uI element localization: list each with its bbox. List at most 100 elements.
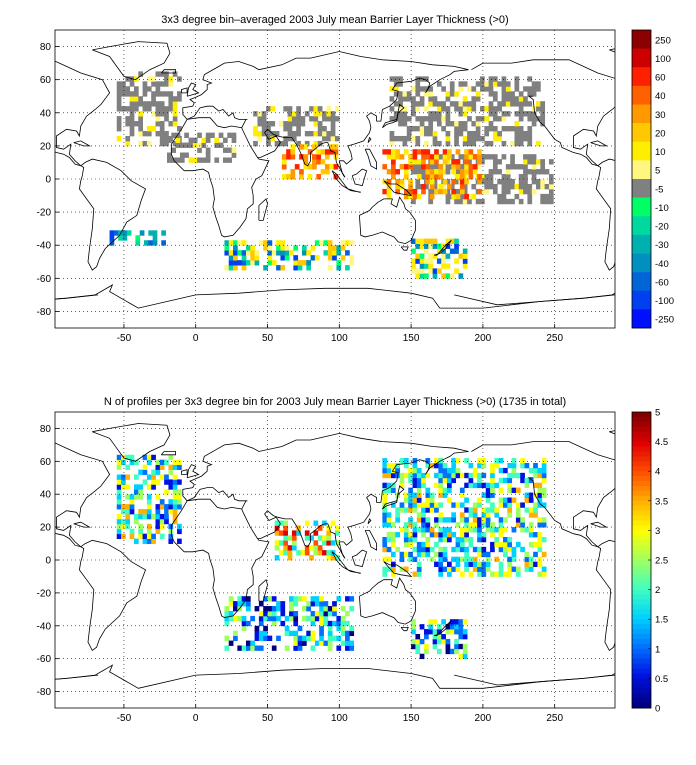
bin-cell (164, 479, 169, 485)
bin-cell (484, 183, 490, 190)
bin-cell (320, 159, 326, 165)
bin-cell (467, 101, 472, 107)
bin-cell (468, 536, 474, 543)
bin-cell (159, 504, 165, 510)
bin-cell (511, 497, 517, 503)
bin-cell (266, 140, 271, 147)
coastline (55, 60, 111, 167)
bin-cell (408, 188, 413, 195)
bin-cell (425, 541, 431, 548)
bin-cell (415, 164, 421, 170)
bin-cell (480, 86, 485, 92)
bin-cell (133, 513, 139, 520)
bin-cell (177, 528, 182, 535)
bin-cell (289, 601, 294, 607)
x-tick-label: 250 (546, 713, 563, 724)
bin-cell (233, 265, 238, 271)
bin-cell (138, 116, 143, 122)
bin-cell (497, 81, 502, 87)
bin-cell (503, 546, 508, 553)
bin-cell (454, 643, 459, 650)
coastline (382, 485, 405, 510)
bin-cell (432, 135, 438, 142)
bin-cell (523, 174, 528, 180)
bin-cell (138, 528, 143, 535)
bin-cell (349, 625, 355, 632)
bin-cell (151, 454, 156, 461)
colorbar-label: 2 (655, 585, 660, 596)
bin-cell (309, 106, 314, 112)
bin-cell (159, 523, 165, 530)
bin-cell (416, 472, 422, 479)
bin-cell (172, 140, 178, 147)
bin-cell (399, 566, 405, 572)
bin-cell (527, 154, 533, 160)
colorbar-label: 0 (655, 704, 660, 715)
chart-title: N of profiles per 3x3 degree bin for 200… (104, 396, 566, 408)
bin-cell (428, 126, 434, 132)
bin-cell (391, 571, 396, 577)
bin-cell (142, 101, 148, 107)
coastline (454, 292, 615, 306)
bin-cell (411, 248, 416, 254)
bin-cell (514, 96, 520, 102)
bin-cell (314, 610, 320, 617)
bin-cell (455, 541, 461, 548)
bin-cell (436, 140, 442, 147)
bin-cell (494, 462, 500, 469)
bin-cell (505, 111, 511, 117)
bin-cell (164, 474, 169, 480)
bin-cell (121, 91, 126, 97)
bin-cell (477, 536, 482, 543)
bin-cell (485, 487, 491, 493)
bin-cell (540, 183, 546, 190)
bin-cell (467, 193, 472, 200)
bin-cell (159, 499, 165, 505)
bin-cell (436, 121, 442, 127)
bin-cell (464, 458, 469, 464)
bin-cell (323, 240, 329, 246)
bin-cell (297, 265, 303, 271)
bin-cell (168, 464, 174, 470)
bin-cell (317, 121, 323, 127)
bin-cell (312, 154, 317, 160)
bin-cell (451, 462, 457, 469)
bin-cell (336, 260, 342, 266)
bin-cell (116, 479, 122, 485)
bin-cell (201, 137, 207, 143)
bin-cell (454, 121, 459, 127)
bin-cell (518, 188, 524, 195)
bin-cell (258, 620, 264, 627)
bin-cell (245, 640, 251, 646)
bin-cell (403, 149, 409, 155)
coastline (359, 196, 416, 245)
bin-cell (438, 487, 444, 493)
bin-cell (129, 101, 135, 107)
bin-cell (459, 532, 465, 538)
bin-cell (152, 235, 158, 241)
bin-cell (205, 137, 211, 143)
bin-cell (454, 188, 459, 195)
bin-cell (462, 648, 468, 655)
bin-cell (484, 116, 490, 122)
bin-cell (411, 643, 416, 650)
bin-cell (481, 492, 487, 498)
bin-cell (544, 169, 550, 175)
bin-cell (481, 536, 487, 543)
bin-cell (441, 258, 446, 264)
bin-cell (349, 255, 355, 261)
colorbar-segment (632, 216, 651, 236)
bin-cell (464, 159, 469, 165)
bin-cell (168, 96, 174, 102)
bin-cell (398, 91, 403, 97)
bin-cell (281, 159, 287, 165)
bin-cell (233, 240, 238, 246)
bin-cell (454, 130, 459, 137)
bin-cell (442, 556, 448, 563)
colorbar-segment (632, 540, 651, 546)
bin-cell (419, 253, 425, 259)
bin-cell (505, 198, 511, 205)
bin-cell (518, 91, 524, 97)
bin-cell (468, 527, 474, 533)
colorbar-segment (632, 451, 651, 457)
